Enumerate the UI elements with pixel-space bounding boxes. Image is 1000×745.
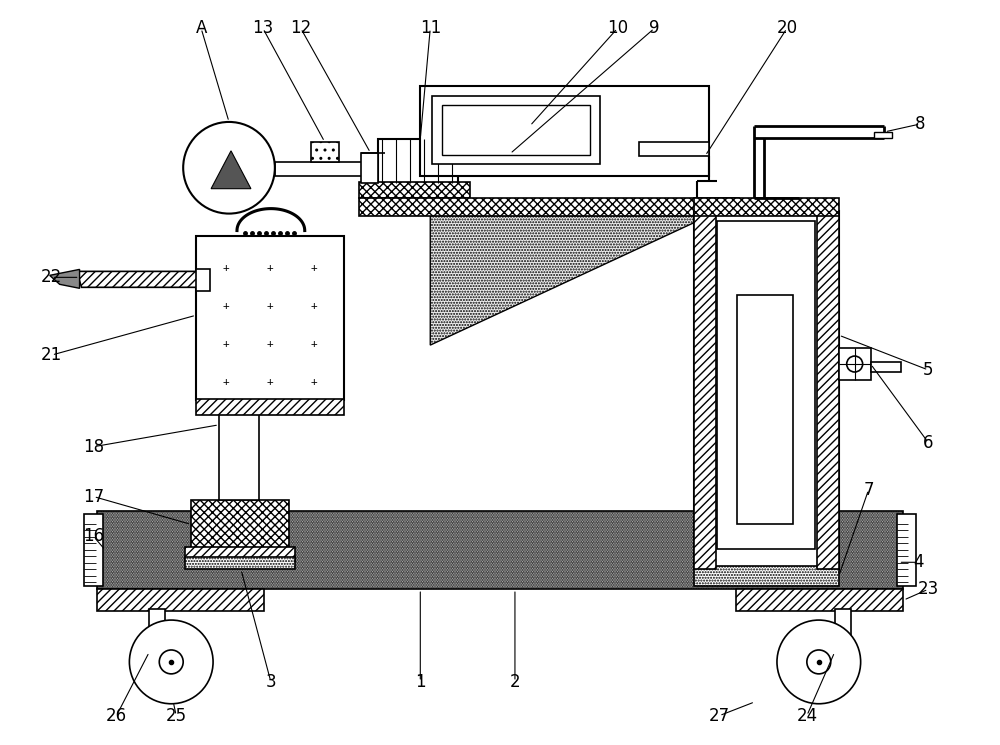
Bar — [196, 399, 344, 415]
Text: 16: 16 — [83, 527, 104, 545]
Bar — [694, 197, 839, 215]
Text: 21: 21 — [41, 346, 62, 364]
Bar — [185, 548, 295, 561]
Bar — [694, 211, 716, 569]
Bar — [97, 589, 264, 611]
Text: +: + — [266, 377, 273, 387]
Bar — [311, 142, 339, 162]
Bar — [897, 515, 916, 586]
Text: +: + — [310, 301, 317, 311]
Bar — [275, 162, 363, 176]
Bar — [84, 515, 103, 586]
Text: 10: 10 — [607, 19, 628, 37]
Text: +: + — [266, 264, 273, 273]
Bar — [219, 392, 259, 500]
Text: +: + — [223, 377, 229, 387]
Bar — [432, 96, 600, 164]
Text: 13: 13 — [252, 19, 274, 37]
Text: +: + — [266, 339, 273, 349]
Bar — [694, 211, 839, 569]
Text: 1: 1 — [415, 673, 426, 691]
Bar — [359, 182, 470, 197]
Text: 24: 24 — [796, 707, 817, 725]
Bar — [359, 197, 739, 215]
Text: 22: 22 — [41, 268, 62, 286]
Text: 8: 8 — [915, 115, 926, 133]
Text: 5: 5 — [923, 361, 934, 379]
Bar — [717, 221, 815, 549]
Text: +: + — [223, 264, 229, 273]
Bar — [185, 557, 295, 569]
Bar — [694, 566, 839, 586]
Bar — [420, 86, 709, 176]
Bar — [361, 153, 378, 183]
Bar — [817, 211, 839, 569]
Text: 12: 12 — [290, 19, 311, 37]
Circle shape — [129, 620, 213, 704]
Text: 17: 17 — [83, 487, 104, 506]
Circle shape — [183, 122, 275, 214]
Polygon shape — [430, 215, 709, 345]
Polygon shape — [50, 270, 80, 288]
Text: +: + — [310, 264, 317, 273]
Text: 4: 4 — [913, 554, 924, 571]
Text: 9: 9 — [649, 19, 660, 37]
Bar — [871, 362, 901, 372]
Bar — [149, 609, 165, 651]
Polygon shape — [211, 150, 251, 188]
Bar — [736, 589, 903, 611]
Text: 3: 3 — [266, 673, 276, 691]
Text: 25: 25 — [166, 707, 187, 725]
Text: 2: 2 — [510, 673, 520, 691]
Bar — [737, 295, 793, 524]
Bar — [97, 512, 903, 589]
Text: 20: 20 — [776, 19, 797, 37]
Polygon shape — [874, 132, 892, 138]
Bar — [835, 609, 851, 651]
Bar — [839, 348, 871, 380]
Text: 7: 7 — [863, 481, 874, 498]
Bar — [639, 142, 709, 156]
Circle shape — [777, 620, 861, 704]
Text: 26: 26 — [106, 707, 127, 725]
Bar — [378, 139, 458, 183]
Text: +: + — [266, 301, 273, 311]
Polygon shape — [77, 271, 201, 288]
Text: A: A — [195, 19, 207, 37]
Text: +: + — [310, 339, 317, 349]
Bar — [196, 270, 210, 291]
Text: +: + — [223, 339, 229, 349]
Text: +: + — [310, 377, 317, 387]
Text: +: + — [223, 301, 229, 311]
Text: 11: 11 — [420, 19, 441, 37]
Bar — [191, 500, 289, 551]
Text: 18: 18 — [83, 438, 104, 456]
Bar — [442, 105, 590, 155]
Bar — [196, 235, 344, 400]
Text: 23: 23 — [918, 580, 939, 598]
Text: 6: 6 — [923, 434, 934, 451]
Text: 27: 27 — [709, 707, 730, 725]
